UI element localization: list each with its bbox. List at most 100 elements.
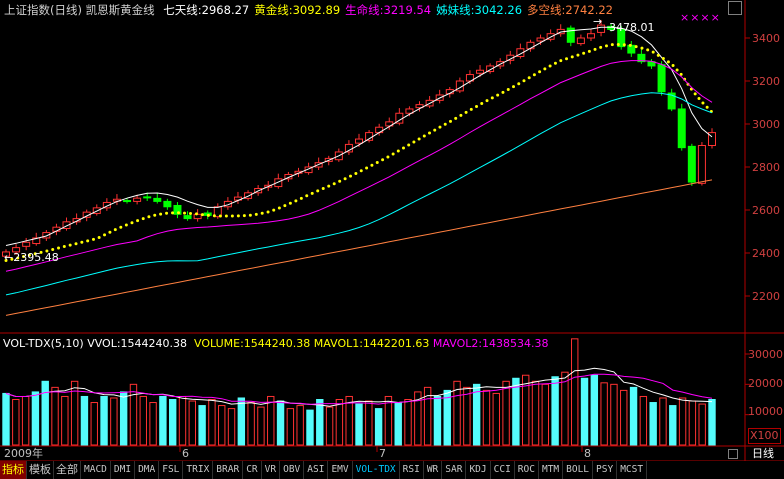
date-axis-month-7: 7 (379, 447, 386, 460)
indicator-tab-mtm[interactable]: MTM (539, 461, 564, 479)
volume-bar (669, 405, 677, 446)
volume-bar (335, 399, 344, 446)
indicator-tab-kdj[interactable]: KDJ (466, 461, 491, 479)
volume-tick: 10000 (748, 405, 783, 418)
volume-bar (149, 402, 157, 446)
volume-bar (227, 408, 236, 446)
volume-bar (80, 395, 89, 446)
tab-left-2[interactable]: 全部 (54, 461, 81, 479)
candle-body (576, 37, 585, 45)
indicator-tab-cci[interactable]: CCI (491, 461, 515, 479)
candle-body (597, 24, 606, 33)
candle-body (687, 145, 696, 183)
volume-bar (453, 380, 461, 446)
volume-bar (551, 376, 559, 446)
volume-indicator-name: VOL-TDX(5,10) (3, 337, 84, 350)
indicator-tab-rsi[interactable]: RSI (400, 461, 424, 479)
tab-left-1[interactable]: 模板 (27, 461, 54, 479)
candle-body (486, 65, 495, 73)
scroll-toggle-button[interactable] (728, 1, 742, 15)
indicator-value-0: 七天线:2968.27 (163, 3, 250, 17)
indicator-tab-brar[interactable]: BRAR (213, 461, 244, 479)
volume-bar (325, 406, 334, 446)
mavol1-value: MAVOL1:1442201.63 (313, 337, 430, 350)
candle-body (637, 53, 646, 63)
candle-body (173, 204, 182, 215)
price-panel[interactable]: → (2, 15, 716, 316)
mavol2-line (5, 373, 713, 405)
volume-bar (178, 395, 187, 446)
volume-bar (247, 402, 255, 446)
volume-bar (649, 402, 657, 446)
indicator-tab-roc[interactable]: ROC (515, 461, 539, 479)
volume-bar (443, 389, 451, 446)
indicator-tab-dma[interactable]: DMA (135, 461, 160, 479)
volume-bar (404, 399, 412, 446)
indicator-tab-vr[interactable]: VR (262, 461, 281, 479)
volume-panel[interactable] (2, 338, 716, 446)
period-label[interactable]: 日线 (752, 447, 774, 460)
volume-bar (21, 395, 30, 446)
candle-body (476, 69, 485, 74)
volume-bar (620, 389, 628, 446)
volume-bar (286, 408, 295, 446)
indicator-tab-obv[interactable]: OBV (280, 461, 305, 479)
volume-bar (345, 395, 353, 446)
indicator-tab-dmi[interactable]: DMI (111, 461, 136, 479)
indicator-tab-vol-tdx[interactable]: VOL-TDX (353, 461, 400, 479)
volume-bar (423, 386, 432, 446)
chart-legend: 上证指数(日线) 凯恩斯黄金线 七天线:2968.27 黄金线:3092.89 生命… (4, 3, 613, 17)
volume-bar (688, 400, 697, 446)
volume-bar (70, 380, 79, 446)
price-tick: 3400 (752, 32, 780, 45)
candle-body (244, 192, 253, 199)
indicator-tab-cr[interactable]: CR (243, 461, 262, 479)
volume-bar (2, 392, 10, 446)
candle-body (355, 138, 363, 144)
volume-bar (159, 395, 167, 446)
close-markers[interactable]: ×××× (680, 11, 721, 24)
volume-bar (394, 402, 402, 446)
indicator-value-3: 姊妹线:3042.26 (436, 3, 523, 17)
volume-bar (433, 395, 442, 446)
indicator-value-2: 生命线:3219.54 (345, 3, 432, 17)
candle-body (183, 215, 192, 220)
chart-title: 上证指数(日线) 凯恩斯黄金线 (4, 3, 155, 17)
volume-bar (198, 405, 206, 446)
candle-body (42, 232, 51, 239)
candle-body (62, 221, 71, 229)
indicator-tab-emv[interactable]: EMV (328, 461, 353, 479)
indicator-tab-macd[interactable]: MACD (81, 461, 111, 479)
indicator-tab-mcst[interactable]: MCST (617, 461, 648, 479)
candle-body (657, 64, 666, 93)
volume-bar (374, 408, 383, 446)
volume-bar (541, 383, 550, 446)
indicator-tab-asi[interactable]: ASI (304, 461, 329, 479)
volume-bar (257, 406, 265, 446)
tab-left-0[interactable]: 指标 (0, 461, 27, 479)
volume-bar (590, 374, 599, 446)
candle-body (708, 132, 716, 147)
volume-bar (110, 397, 118, 446)
candle-body (375, 126, 384, 134)
mavol2-value: MAVOL2:1438534.38 (432, 337, 549, 350)
candle-body (415, 104, 424, 109)
candle-body (536, 37, 545, 42)
indicator-tab-wr[interactable]: WR (424, 461, 443, 479)
indicator-tab-fsl[interactable]: FSL (159, 461, 184, 479)
volume-unit: X100 (748, 428, 781, 444)
volume-bar (31, 391, 40, 446)
indicator-tab-boll[interactable]: BOLL (563, 461, 594, 479)
candle-body (697, 145, 706, 184)
volume-bar (384, 395, 393, 446)
seven-day-line (5, 26, 713, 246)
candle-body (274, 178, 283, 188)
volume-bar (600, 382, 608, 446)
period-box[interactable] (728, 449, 738, 459)
volume-bar (521, 374, 530, 446)
indicator-tab-psy[interactable]: PSY (593, 461, 618, 479)
candle-body (516, 48, 525, 57)
indicator-tab-sar[interactable]: SAR (442, 461, 467, 479)
indicator-tab-trix[interactable]: TRIX (183, 461, 214, 479)
